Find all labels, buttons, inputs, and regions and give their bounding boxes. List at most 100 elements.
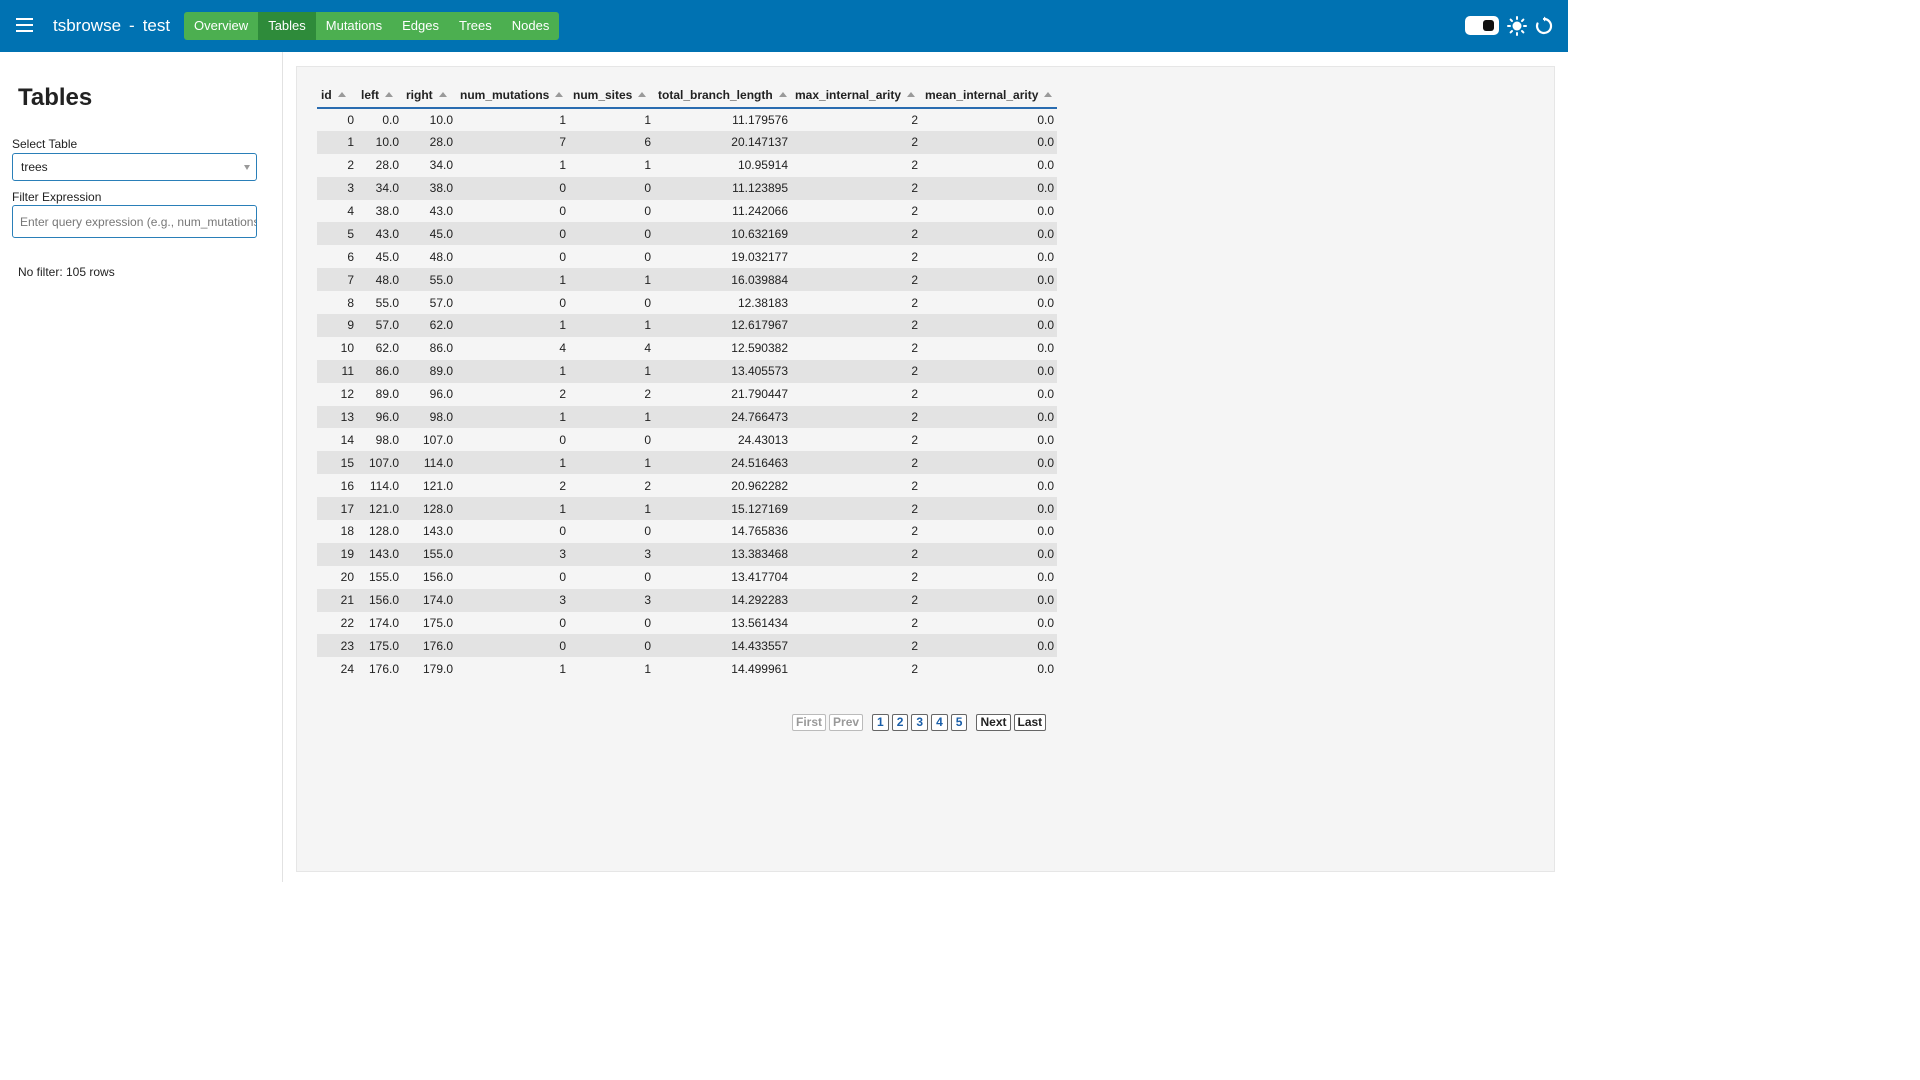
table-row[interactable]: 10 62.0 86.0 4 4 12.590382 2 0.0 — [317, 336, 1057, 360]
cell-id: 1 — [317, 130, 357, 154]
column-header-mean-internal-arity[interactable]: mean_internal_arity — [921, 83, 1057, 109]
table-row[interactable]: 15 107.0 114.0 1 1 24.516463 2 0.0 — [317, 451, 1057, 475]
cell-total-branch-length: 24.43013 — [654, 428, 791, 452]
column-header-id[interactable]: id — [317, 83, 357, 109]
table-row[interactable]: 16 114.0 121.0 2 2 20.962282 2 0.0 — [317, 474, 1057, 498]
cell-total-branch-length: 13.383468 — [654, 542, 791, 566]
table-row[interactable]: 19 143.0 155.0 3 3 13.383468 2 0.0 — [317, 542, 1057, 566]
tab-mutations[interactable]: Mutations — [325, 18, 383, 33]
page-1-button[interactable]: 1 — [872, 714, 889, 731]
cell-max-internal-arity: 2 — [791, 565, 921, 589]
page-3-button[interactable]: 3 — [911, 714, 929, 731]
column-header-right[interactable]: right — [402, 83, 456, 109]
table-row[interactable]: 8 55.0 57.0 0 0 12.38183 2 0.0 — [317, 291, 1057, 315]
cell-max-internal-arity: 2 — [791, 657, 921, 681]
table-row[interactable]: 24 176.0 179.0 1 1 14.499961 2 0.0 — [317, 657, 1057, 681]
last-page-button[interactable]: Last — [1013, 714, 1047, 731]
cell-mean-internal-arity: 0.0 — [921, 291, 1057, 315]
next-page-button[interactable]: Next — [976, 714, 1011, 731]
cell-num-mutations: 1 — [456, 108, 569, 131]
sort-icon[interactable] — [778, 92, 787, 97]
cell-left: 86.0 — [357, 359, 402, 383]
cell-num-mutations: 3 — [456, 588, 569, 612]
toggle-knob — [1483, 20, 1494, 31]
cell-num-mutations: 1 — [456, 153, 569, 177]
sun-icon[interactable] — [1507, 16, 1527, 36]
sort-icon[interactable] — [438, 92, 447, 97]
tab-nodes[interactable]: Nodes — [511, 18, 550, 33]
table-select[interactable]: trees — [12, 153, 257, 181]
cell-id: 12 — [317, 382, 357, 406]
table-row[interactable]: 3 34.0 38.0 0 0 11.123895 2 0.0 — [317, 176, 1057, 200]
column-header-max-internal-arity[interactable]: max_internal_arity — [791, 83, 921, 109]
column-header-total-branch-length[interactable]: total_branch_length — [654, 83, 791, 109]
cell-left: 98.0 — [357, 428, 402, 452]
tab-overview[interactable]: Overview — [194, 18, 249, 33]
cell-right: 155.0 — [402, 542, 456, 566]
cell-num-sites: 1 — [569, 153, 654, 177]
sort-icon[interactable] — [1044, 92, 1053, 97]
cell-right: 34.0 — [402, 153, 456, 177]
table-row[interactable]: 2 28.0 34.0 1 1 10.95914 2 0.0 — [317, 153, 1057, 177]
column-header-num-sites[interactable]: num_sites — [569, 83, 654, 109]
table-row[interactable]: 14 98.0 107.0 0 0 24.43013 2 0.0 — [317, 428, 1057, 452]
cell-total-branch-length: 11.179576 — [654, 108, 791, 131]
cell-num-mutations: 1 — [456, 268, 569, 292]
refresh-icon[interactable] — [1534, 16, 1554, 36]
cell-right: 45.0 — [402, 222, 456, 246]
table-row[interactable]: 13 96.0 98.0 1 1 24.766473 2 0.0 — [317, 405, 1057, 429]
filter-input[interactable] — [12, 205, 257, 238]
table-row[interactable]: 18 128.0 143.0 0 0 14.765836 2 0.0 — [317, 520, 1057, 543]
cell-num-sites: 0 — [569, 428, 654, 452]
theme-toggle[interactable] — [1465, 16, 1499, 35]
tab-edges[interactable]: Edges — [402, 18, 440, 33]
table-row[interactable]: 20 155.0 156.0 0 0 13.417704 2 0.0 — [317, 565, 1057, 589]
table-row[interactable]: 6 45.0 48.0 0 0 19.032177 2 0.0 — [317, 245, 1057, 269]
table-row[interactable]: 17 121.0 128.0 1 1 15.127169 2 0.0 — [317, 497, 1057, 521]
column-header-left[interactable]: left — [357, 83, 402, 109]
sort-icon[interactable] — [638, 92, 647, 97]
tab-tables[interactable]: Tables — [258, 12, 316, 40]
top-bar: tsbrowse - test Overview Tables Mutations … — [0, 0, 1568, 52]
table-row[interactable]: 11 86.0 89.0 1 1 13.405573 2 0.0 — [317, 359, 1057, 383]
cell-num-sites: 1 — [569, 359, 654, 383]
table-row[interactable]: 0 0.0 10.0 1 1 11.179576 2 0.0 — [317, 108, 1057, 131]
cell-id: 22 — [317, 611, 357, 635]
cell-mean-internal-arity: 0.0 — [921, 108, 1057, 131]
sort-icon[interactable] — [555, 92, 564, 97]
cell-right: 62.0 — [402, 314, 456, 337]
cell-right: 86.0 — [402, 336, 456, 360]
title-separator: - — [129, 16, 135, 35]
table-row[interactable]: 4 38.0 43.0 0 0 11.242066 2 0.0 — [317, 199, 1057, 223]
cell-num-mutations: 0 — [456, 611, 569, 635]
tab-trees[interactable]: Trees — [459, 18, 492, 33]
cell-total-branch-length: 14.433557 — [654, 634, 791, 658]
table-row[interactable]: 7 48.0 55.0 1 1 16.039884 2 0.0 — [317, 268, 1057, 292]
table-row[interactable]: 23 175.0 176.0 0 0 14.433557 2 0.0 — [317, 634, 1057, 658]
table-row[interactable]: 1 10.0 28.0 7 6 20.147137 2 0.0 — [317, 130, 1057, 154]
table-row[interactable]: 22 174.0 175.0 0 0 13.561434 2 0.0 — [317, 611, 1057, 635]
prev-page-button[interactable]: Prev — [829, 714, 864, 731]
column-header-label: max_internal_arity — [795, 88, 902, 102]
first-page-button[interactable]: First — [792, 714, 827, 731]
cell-num-sites: 0 — [569, 291, 654, 315]
sort-icon[interactable] — [337, 92, 346, 97]
table-row[interactable]: 21 156.0 174.0 3 3 14.292283 2 0.0 — [317, 588, 1057, 612]
cell-right: 121.0 — [402, 474, 456, 498]
cell-right: 179.0 — [402, 657, 456, 681]
page-4-button[interactable]: 4 — [931, 714, 948, 731]
page-5-button[interactable]: 5 — [950, 714, 968, 731]
cell-num-sites: 0 — [569, 222, 654, 246]
page-2-button[interactable]: 2 — [891, 714, 909, 731]
table-row[interactable]: 12 89.0 96.0 2 2 21.790447 2 0.0 — [317, 382, 1057, 406]
cell-left: 10.0 — [357, 130, 402, 154]
table-row[interactable]: 9 57.0 62.0 1 1 12.617967 2 0.0 — [317, 314, 1057, 337]
menu-icon[interactable] — [16, 18, 33, 32]
cell-id: 4 — [317, 199, 357, 223]
table-row[interactable]: 5 43.0 45.0 0 0 10.632169 2 0.0 — [317, 222, 1057, 246]
sort-icon[interactable] — [907, 92, 916, 97]
column-header-num-mutations[interactable]: num_mutations — [456, 83, 569, 109]
cell-total-branch-length: 12.617967 — [654, 314, 791, 337]
sort-icon[interactable] — [385, 92, 393, 97]
cell-max-internal-arity: 2 — [791, 428, 921, 452]
